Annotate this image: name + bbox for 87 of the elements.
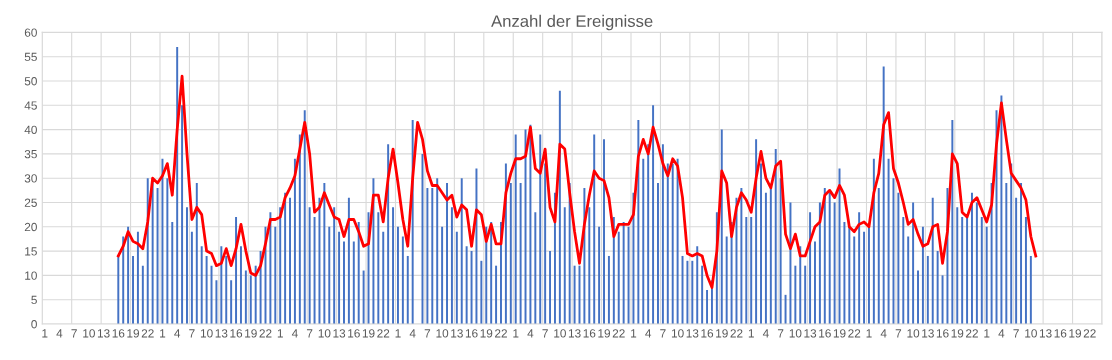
x-tick-label: 13 <box>333 329 346 338</box>
x-tick-label: 7 <box>424 329 431 338</box>
y-tick-label: 60 <box>24 28 37 37</box>
x-tick-label: 19 <box>716 329 728 338</box>
y-tick-label: 35 <box>24 149 37 159</box>
x-tick-label: 4 <box>645 329 652 338</box>
x-tick-label: 13 <box>1039 329 1052 338</box>
x-tick-label: 19 <box>127 329 140 338</box>
x-tick-label: 22 <box>966 329 978 338</box>
x-tick-label: 16 <box>936 329 949 338</box>
y-tick-label: 55 <box>24 52 37 62</box>
x-tick-label: 16 <box>583 329 596 338</box>
x-tick-label: 16 <box>819 329 831 338</box>
x-tick-label: 22 <box>141 329 154 338</box>
x-tick-label: 1 <box>42 329 48 338</box>
x-tick-label: 19 <box>480 329 493 338</box>
x-tick-label: 19 <box>245 329 257 338</box>
line-series <box>116 74 1038 289</box>
x-tick-label: 1 <box>513 329 519 338</box>
x-tick-label: 19 <box>1069 329 1082 338</box>
y-tick-label: 0 <box>31 320 37 329</box>
x-tick-label: 7 <box>895 329 902 338</box>
x-tick-label: 1 <box>984 329 990 338</box>
x-tick-label: 22 <box>730 329 743 338</box>
y-tick-label: 20 <box>24 222 37 232</box>
x-tick-label: 22 <box>259 329 272 338</box>
x-tick-label: 13 <box>215 329 228 338</box>
x-tick-label: 13 <box>804 329 817 338</box>
x-tick-label: 1 <box>866 329 872 338</box>
x-tick-label: 10 <box>1025 329 1037 338</box>
x-tick-label: 4 <box>762 329 769 338</box>
x-tick-label: 19 <box>833 329 846 338</box>
x-tick-label: 16 <box>701 329 714 338</box>
x-tick-label: 10 <box>436 329 449 338</box>
x-tick-label: 13 <box>451 329 463 338</box>
x-tick-label: 1 <box>395 329 401 338</box>
x-tick-label: 16 <box>230 329 243 338</box>
x-tick-label: 7 <box>542 329 548 338</box>
y-tick-label: 45 <box>24 101 37 110</box>
x-tick-label: 22 <box>377 329 390 338</box>
x-tick-label: 7 <box>777 329 784 338</box>
x-tick-label: 4 <box>174 329 181 338</box>
x-tick-label: 10 <box>554 329 566 338</box>
y-tick-label: 25 <box>24 198 37 207</box>
x-tick-label: 4 <box>880 329 887 338</box>
x-tick-label: 10 <box>83 329 95 338</box>
x-tick-label: 4 <box>56 329 63 338</box>
x-tick-label: 7 <box>1013 329 1019 338</box>
x-tick-label: 1 <box>748 329 754 338</box>
x-tick-label: 10 <box>671 329 684 338</box>
x-tick-label: 1 <box>160 329 166 338</box>
x-tick-label: 7 <box>306 329 313 338</box>
x-tick-label: 13 <box>568 329 581 338</box>
y-tick-label: 15 <box>25 247 37 256</box>
x-tick-label: 4 <box>527 329 534 338</box>
x-tick-label: 22 <box>848 329 861 338</box>
x-tick-label: 22 <box>1083 329 1096 338</box>
x-tick-label: 4 <box>409 329 416 338</box>
x-tick-label: 16 <box>1054 329 1067 338</box>
x-tick-label: 1 <box>631 329 637 338</box>
y-tick-label: 5 <box>31 295 37 305</box>
x-tick-label: 7 <box>660 329 666 338</box>
x-tick-label: 7 <box>71 329 77 338</box>
y-tick-label: 10 <box>25 271 37 280</box>
y-tick-label: 40 <box>24 125 37 134</box>
x-tick-label: 16 <box>465 329 478 338</box>
x-tick-label: 16 <box>348 329 360 338</box>
x-tick-label: 7 <box>189 329 195 338</box>
x-tick-label: 4 <box>291 329 298 338</box>
x-tick-label: 4 <box>998 329 1005 338</box>
x-tick-label: 10 <box>789 329 802 338</box>
x-tick-label: 16 <box>112 329 125 338</box>
x-tick-label: 10 <box>907 329 920 338</box>
x-tick-label: 13 <box>686 329 699 338</box>
x-tick-label: 19 <box>598 329 611 338</box>
chart-title: Anzahl der Ereignisse <box>491 14 653 31</box>
x-tick-label: 19 <box>362 329 375 338</box>
y-tick-label: 30 <box>24 174 37 183</box>
x-tick-label: 13 <box>97 329 110 338</box>
x-tick-label: 19 <box>951 329 964 338</box>
x-tick-label: 10 <box>318 329 331 338</box>
x-tick-label: 22 <box>612 329 625 338</box>
x-tick-label: 13 <box>922 329 934 338</box>
y-tick-label: 50 <box>24 77 37 86</box>
x-tick-label: 22 <box>495 329 507 338</box>
x-tick-label: 10 <box>200 329 213 338</box>
x-tick-label: 1 <box>277 329 283 338</box>
